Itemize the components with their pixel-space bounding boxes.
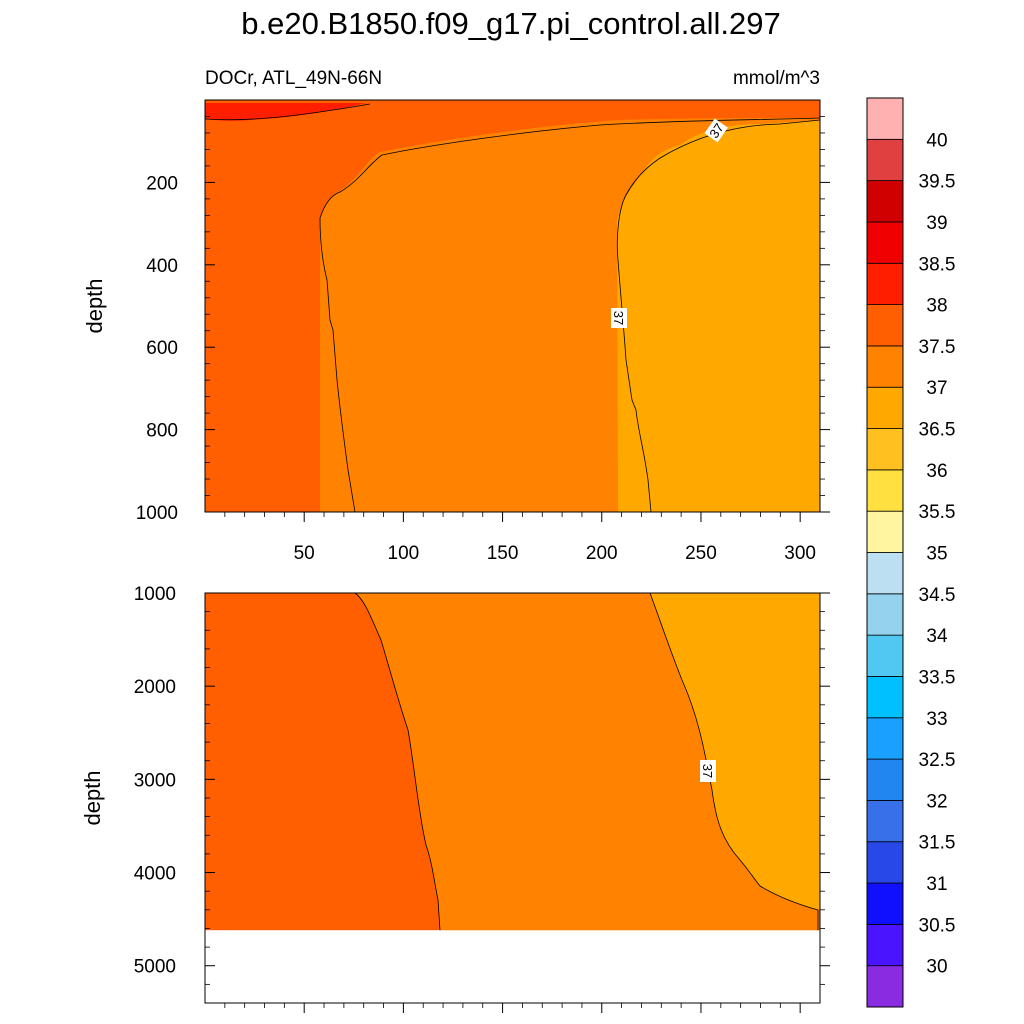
- colorbar-label: 30.5: [919, 915, 956, 936]
- region-38-39-surface: [205, 102, 370, 121]
- region-37-37.5-lower: [355, 593, 820, 931]
- y-tick-label: 1000: [136, 503, 178, 524]
- colorbar-label: 40: [926, 130, 947, 151]
- colorbar-label: 31: [926, 874, 947, 895]
- y-tick-label: 5000: [134, 957, 176, 978]
- colorbar-swatch: [866, 304, 904, 347]
- colorbar-swatch: [866, 882, 904, 925]
- lower-contour-panel: 37 1000 2000 3000 4000 5000 depth: [80, 584, 830, 1013]
- contour-label-bg: [704, 118, 728, 143]
- colorbar-swatch: [866, 345, 904, 388]
- contour-label-box: 37: [611, 308, 627, 328]
- colorbar-label: 35: [926, 544, 947, 565]
- x-tick-label: 150: [487, 543, 519, 564]
- colorbar-label: 34.5: [919, 585, 956, 606]
- colorbar-swatch: [866, 634, 904, 677]
- y-tick-label: 4000: [134, 864, 176, 885]
- colorbar-label: 33.5: [919, 667, 956, 688]
- y-tick-label: 1000: [134, 584, 176, 605]
- colorbar-swatch: [866, 676, 904, 719]
- colorbar-swatch: [866, 221, 904, 264]
- contour-label: 37: [706, 120, 727, 140]
- colorbar-label: 32: [926, 791, 947, 812]
- x-tick-label: 250: [685, 543, 717, 564]
- contour-line-37-upper: [616, 119, 821, 513]
- colorbar-swatch: [866, 923, 904, 967]
- colorbar-label: 30: [926, 957, 947, 978]
- surface-strip: [205, 100, 820, 103]
- chart-subtitle: DOCr, ATL_49N-66N: [205, 68, 382, 89]
- contour-label: 37: [700, 764, 715, 778]
- y-tick-label: 400: [146, 256, 178, 277]
- colorbar-swatch: [866, 428, 904, 471]
- colorbar-swatch: [866, 386, 904, 429]
- x-tick-label: 100: [388, 543, 420, 564]
- upper-contour-panel: 37 37 200 400 600 800 1000 50 100 150 200 250 300 dep…: [82, 99, 830, 564]
- x-tick-label: 50: [294, 543, 315, 564]
- colorbar-swatch: [866, 717, 904, 760]
- y-axis-label: depth: [80, 770, 105, 825]
- y-tick-label: 200: [146, 173, 178, 194]
- colorbar-swatch: [866, 800, 904, 843]
- colorbar-swatch: [866, 593, 904, 636]
- colorbar-label: 35.5: [919, 502, 956, 523]
- colorbar-swatch: [866, 180, 904, 223]
- colorbar-swatch: [866, 138, 904, 182]
- chart-title: b.e20.B1850.f09_g17.pi_control.all.297: [241, 6, 781, 41]
- colorbar-swatch: [866, 552, 904, 595]
- colorbar-swatch: [866, 510, 904, 553]
- colorbar-label: 36: [926, 461, 947, 482]
- colorbar-label: 38.5: [919, 254, 956, 275]
- colorbar-label: 37.5: [919, 337, 956, 358]
- colorbar-label: 36.5: [919, 420, 956, 441]
- region-36.5-37-lower: [650, 593, 820, 910]
- x-tick-label: 200: [586, 543, 618, 564]
- seafloor-mask: [205, 930, 820, 1003]
- colorbar: 30 30.5 31 31.5 32 32.5 33 33.5 34 34.5 35 35.5 36 36…: [866, 97, 956, 1008]
- colorbar-label: 39: [926, 213, 947, 234]
- colorbar-swatch: [866, 262, 904, 305]
- colorbar-label: 33: [926, 709, 947, 730]
- colorbar-swatch: [866, 97, 904, 140]
- contour-line-37.5-upper: [319, 117, 821, 513]
- colorbar-swatch: [866, 965, 904, 1008]
- y-tick-label: 3000: [134, 770, 176, 791]
- units-label: mmol/m^3: [733, 68, 820, 89]
- contour-label-bg: [611, 308, 627, 328]
- y-tick-label: 600: [146, 338, 178, 359]
- colorbar-swatch: [866, 469, 904, 512]
- region-36.5-37-upper: [617, 120, 820, 512]
- y-tick-label: 2000: [134, 677, 176, 698]
- x-tick-label: 300: [784, 543, 816, 564]
- contour-label-bg: [700, 760, 716, 782]
- y-axis-label: depth: [82, 278, 107, 333]
- colorbar-swatch: [866, 841, 904, 884]
- upper-plot-frame: [204, 99, 821, 513]
- colorbar-label: 32.5: [919, 750, 956, 771]
- colorbar-frame: [866, 97, 904, 1008]
- contour-line-38: [204, 103, 371, 121]
- colorbar-label: 31.5: [919, 833, 956, 854]
- colorbar-label: 34: [926, 626, 948, 647]
- colorbar-label: 38: [926, 296, 947, 317]
- contour-line-37.5-lower: [354, 592, 441, 931]
- contour-label-box: 37: [700, 760, 716, 782]
- contour-line-37-lower: [649, 592, 819, 931]
- colorbar-label: 39.5: [919, 172, 956, 193]
- y-tick-label: 800: [146, 421, 178, 442]
- contour-label-box: 37: [704, 118, 728, 143]
- colorbar-swatch: [866, 758, 904, 801]
- contour-label: 37: [611, 311, 626, 325]
- colorbar-label: 37: [926, 378, 947, 399]
